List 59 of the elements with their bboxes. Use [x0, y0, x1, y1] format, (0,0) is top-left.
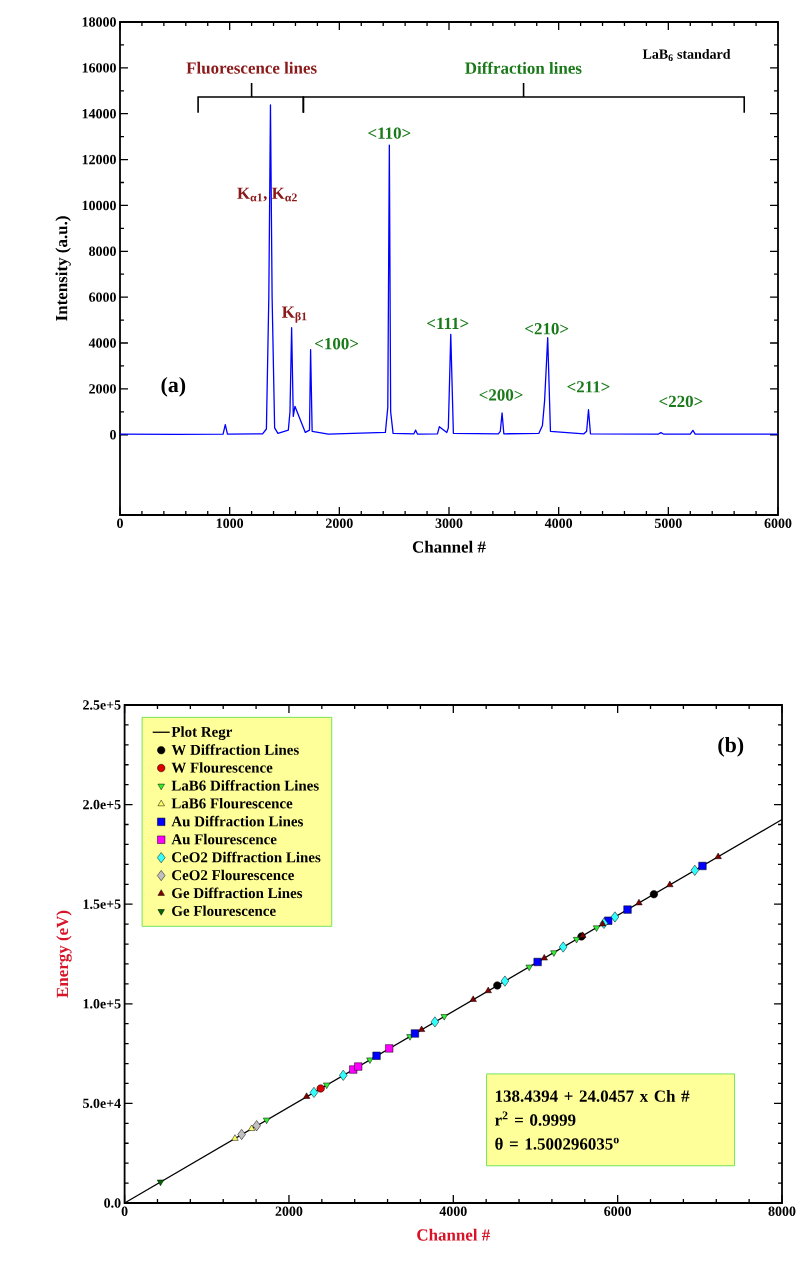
- y-tick-label: 6000: [89, 292, 116, 302]
- y-tick-label: 0: [110, 430, 116, 440]
- legend-label: Ge Flourescence: [172, 905, 276, 917]
- x-tick-label: 8000: [768, 1206, 796, 1216]
- y-axis-title: Intensity (a.u.): [55, 216, 71, 321]
- x-tick-label: 5000: [654, 518, 682, 528]
- x-tick-label: 4000: [544, 518, 573, 528]
- y-tick-label: 2.0e+5: [83, 799, 121, 810]
- y-tick-label: 1.0e+5: [83, 999, 121, 1009]
- x-tick-label: 2000: [325, 518, 353, 528]
- x-tick-label: 6000: [604, 1206, 632, 1216]
- legend-label: LaB6 Flourescence: [171, 797, 293, 809]
- y-tick-label: 8000: [89, 246, 116, 256]
- y-tick-label: 18000: [82, 17, 116, 27]
- x-tick-label: 3000: [435, 518, 463, 528]
- annotation: <100>: [315, 337, 359, 350]
- y-tick-label: 2.5e+5: [83, 700, 121, 710]
- legend-label: CeO2 Diffraction Lines: [172, 851, 321, 863]
- x-tick-label: 2000: [275, 1206, 303, 1216]
- y-tick-label: 14000: [82, 108, 116, 119]
- y-tick-label: 2000: [89, 384, 116, 394]
- annotation: K$_{β1}$: [282, 306, 307, 323]
- legend-label: Au Flourescence: [171, 833, 277, 845]
- legend-label: Au Diffraction Lines: [171, 815, 303, 827]
- annotation: (a): [161, 376, 186, 397]
- annotation: <211>: [567, 381, 610, 393]
- annotation: 138.4394 + 24.0457 x Ch #: [495, 1089, 690, 1102]
- legend-label: Ge Diffraction Lines: [172, 887, 303, 899]
- x-axis-title: Channel #: [412, 540, 486, 553]
- annotation: <111>: [427, 317, 469, 329]
- annotation: <200>: [479, 389, 523, 401]
- annotation: Fluorescence lines: [186, 61, 317, 74]
- x-tick-label: 0: [121, 1206, 128, 1216]
- legend-label: Plot Regr: [171, 726, 233, 740]
- y-tick-label: 5.0e+4: [83, 1098, 121, 1109]
- annotation: K$_{α1}$, K$_{α2}$: [237, 187, 297, 202]
- y-tick-label: 16000: [82, 63, 116, 73]
- annotation: LaB$_{6}$ standard: [642, 49, 731, 61]
- legend-label: LaB6 Diffraction Lines: [171, 780, 319, 791]
- y-tick-label: 4000: [88, 338, 116, 348]
- annotation: Diffraction lines: [465, 61, 582, 74]
- annotation: <220>: [659, 395, 703, 408]
- y-axis-title: Energy (eV): [56, 910, 72, 998]
- y-tick-label: 10000: [82, 200, 116, 211]
- y-tick-label: 0.0: [104, 1198, 121, 1208]
- annotation: r$^{2}$ = 0.9999: [495, 1111, 576, 1126]
- annotation: <110>: [368, 127, 411, 139]
- annotation: <210>: [525, 323, 569, 335]
- legend-label: W Flourescence: [171, 762, 273, 773]
- legend-label: W Diffraction Lines: [171, 744, 299, 755]
- y-tick-label: 12000: [82, 154, 116, 165]
- legend-label: CeO2 Flourescence: [172, 869, 294, 881]
- x-tick-label: 4000: [439, 1206, 467, 1216]
- x-tick-label: 1000: [216, 518, 244, 528]
- x-tick-label: 6000: [764, 518, 792, 528]
- x-axis-title: Channel #: [417, 1228, 490, 1241]
- y-tick-label: 1.5e+5: [83, 899, 121, 909]
- annotation: θ = 1.500296035$^{o}$: [495, 1137, 619, 1150]
- annotation: (b): [718, 736, 744, 757]
